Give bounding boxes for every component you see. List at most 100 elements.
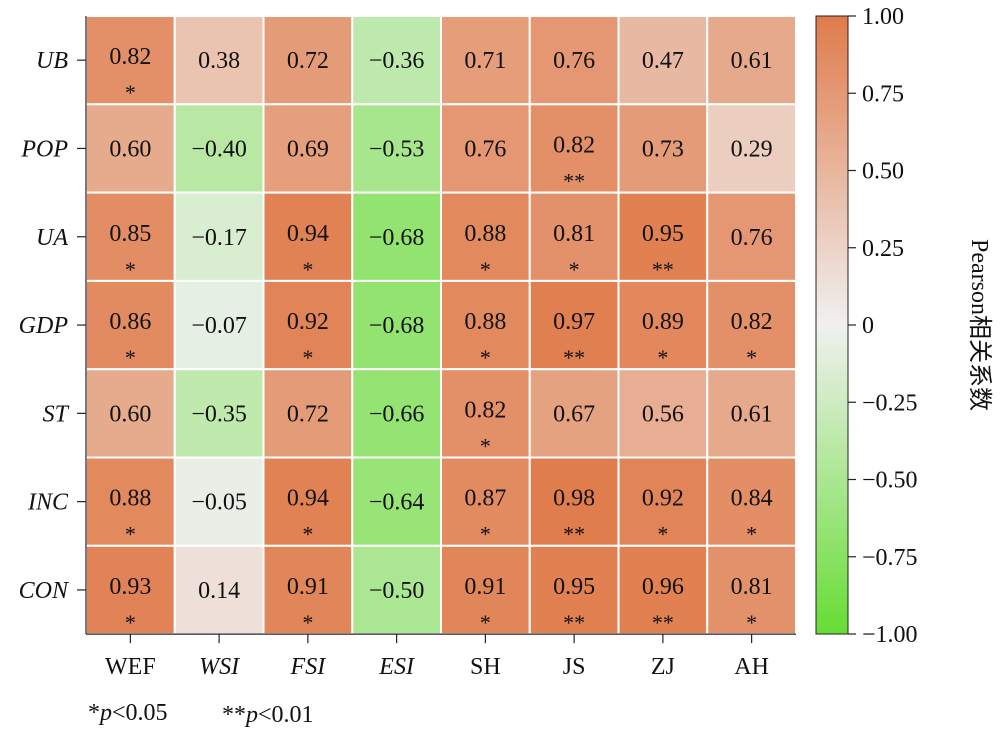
column-label: SH xyxy=(470,654,501,680)
cell-value-label: −0.40 xyxy=(191,136,247,162)
cell-value-label: 0.88 xyxy=(109,486,151,512)
significance-marker: * xyxy=(125,345,136,370)
heatmap-cell xyxy=(85,15,176,106)
cell-value-label: 0.98 xyxy=(553,486,595,512)
cell-value-label: 0.91 xyxy=(287,574,329,600)
cell-value-label: 0.95 xyxy=(553,574,595,600)
cell-value-label: −0.05 xyxy=(191,490,247,516)
significance-marker: * xyxy=(569,257,580,282)
heatmap-cell xyxy=(528,544,620,636)
significance-marker: * xyxy=(302,610,313,635)
cell-value-label: 0.29 xyxy=(731,136,773,162)
heatmap-cell xyxy=(706,103,797,194)
cell-value-label: −0.53 xyxy=(369,136,425,162)
significance-marker: * xyxy=(302,257,313,282)
cell-value-label: 0.82 xyxy=(109,44,151,70)
heatmap-cell xyxy=(173,191,265,282)
colorbar-gradient xyxy=(815,15,849,635)
row-label: GDP xyxy=(19,313,69,339)
heatmap-cell xyxy=(262,191,354,282)
column-label: JS xyxy=(563,654,586,680)
cell-value-label: 0.38 xyxy=(198,48,240,74)
cell-value-label: −0.64 xyxy=(369,490,425,516)
heatmap-cell xyxy=(617,544,709,636)
heatmap-cell xyxy=(706,15,797,106)
significance-marker: * xyxy=(125,610,136,635)
cell-value-label: −0.07 xyxy=(191,313,247,339)
heatmap-cell xyxy=(173,544,265,636)
significance-marker: * xyxy=(480,433,491,458)
heatmap-cell xyxy=(440,456,531,547)
heatmap-cell xyxy=(351,191,442,282)
heatmap-cell xyxy=(351,279,442,371)
legend-note-p05-rest: <0.05 xyxy=(112,700,168,726)
cell-value-label: 0.76 xyxy=(464,136,506,162)
legend-note-p01: **p<0.01 xyxy=(222,702,314,728)
cell-value-label: 0.61 xyxy=(731,401,773,427)
row-label: INC xyxy=(27,490,69,516)
cell-value-label: 0.61 xyxy=(731,48,773,74)
significance-marker: * xyxy=(657,345,668,370)
cell-value-label: 0.56 xyxy=(642,401,684,427)
cell-value-label: 0.76 xyxy=(553,48,595,74)
cell-value-label: 0.87 xyxy=(464,486,506,512)
cell-value-label: −0.17 xyxy=(191,225,247,251)
significance-marker: ** xyxy=(563,610,585,635)
cell-value-label: −0.66 xyxy=(369,401,425,427)
heatmap-cell xyxy=(706,191,797,282)
significance-marker: * xyxy=(480,257,491,282)
row-label: UA xyxy=(36,225,68,251)
significance-marker: * xyxy=(125,80,136,105)
heatmap-cell xyxy=(262,456,354,547)
column-label: ZJ xyxy=(651,654,675,680)
colorbar-tick-label: −0.50 xyxy=(862,468,918,494)
heatmap-cell xyxy=(617,368,709,459)
cell-value-label: 0.96 xyxy=(642,574,684,600)
heatmap-cell xyxy=(706,544,797,636)
cell-value-label: 0.89 xyxy=(642,309,684,335)
cell-value-label: 0.97 xyxy=(553,309,595,335)
significance-marker: * xyxy=(302,522,313,547)
legend-note-p05-stars: * xyxy=(88,700,100,726)
heatmap-cell xyxy=(440,544,531,636)
cell-value-label: 0.94 xyxy=(287,221,329,247)
colorbar-tick-label: 0.25 xyxy=(862,236,904,262)
cell-value-label: 0.67 xyxy=(553,401,595,427)
cell-value-label: −0.36 xyxy=(369,48,425,74)
heatmap-cell xyxy=(173,456,265,547)
legend-note-p01-stars: ** xyxy=(222,702,246,728)
column-label: WSI xyxy=(199,654,240,680)
heatmap-cell xyxy=(706,456,797,547)
colorbar-tick-label: −0.25 xyxy=(862,390,918,416)
heatmap-cell xyxy=(440,368,531,459)
significance-marker: ** xyxy=(563,522,585,547)
heatmap-cell xyxy=(440,279,531,371)
significance-marker: ** xyxy=(652,257,674,282)
cell-value-label: 0.84 xyxy=(731,486,773,512)
significance-marker: ** xyxy=(563,168,585,193)
cell-value-label: 0.71 xyxy=(464,48,506,74)
heatmap-cell xyxy=(351,103,442,194)
heatmap-cell xyxy=(706,368,797,459)
cell-value-label: 0.82 xyxy=(553,132,595,158)
colorbar-tick-label: −1.00 xyxy=(862,622,918,648)
heatmap-cell xyxy=(173,15,265,106)
legend-note-p05-var: p xyxy=(98,700,112,726)
significance-marker: * xyxy=(657,522,668,547)
heatmap-cell xyxy=(85,544,176,636)
cell-value-label: 0.92 xyxy=(287,309,329,335)
cell-value-label: 0.82 xyxy=(731,309,773,335)
significance-marker: * xyxy=(480,610,491,635)
column-label: WEF xyxy=(105,654,156,680)
legend-note-p01-rest: <0.01 xyxy=(258,702,314,728)
significance-marker: * xyxy=(302,345,313,370)
colorbar-tick-label: 1.00 xyxy=(862,4,904,30)
legend-note-p01-var: p xyxy=(244,702,258,728)
significance-marker: * xyxy=(480,345,491,370)
cell-value-label: 0.72 xyxy=(287,401,329,427)
cell-value-label: 0.95 xyxy=(642,221,684,247)
cell-value-label: 0.93 xyxy=(109,574,151,600)
cell-value-label: 0.81 xyxy=(553,221,595,247)
row-label: CON xyxy=(19,578,70,604)
significance-marker: * xyxy=(746,522,757,547)
